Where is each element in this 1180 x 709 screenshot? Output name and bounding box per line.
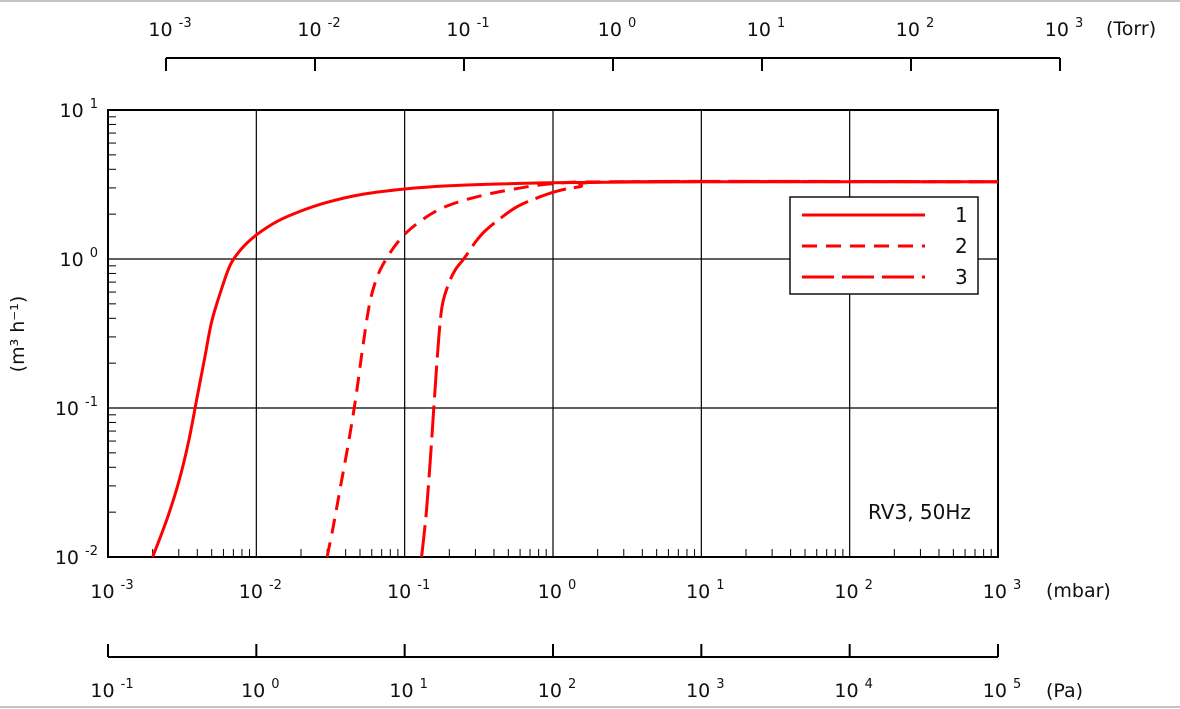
- y-tick-label: 10 1: [60, 97, 99, 122]
- x-tick-label: 10 -2: [239, 578, 282, 603]
- x-tick-label: 10 0: [538, 578, 577, 603]
- x-tick-label-exp: 2: [865, 578, 873, 593]
- top-axis-tick-label: 10 3: [1045, 16, 1084, 41]
- top-axis-unit: (Torr): [1106, 18, 1156, 40]
- bottom-axis-tick-label-exp: 4: [865, 677, 873, 692]
- top-axis-tick-label-base: 10: [896, 19, 926, 41]
- bottom-axis-tick-label-base: 10: [90, 680, 120, 702]
- top-axis-tick-label-exp: -1: [477, 16, 490, 31]
- y-tick-label: 10 -2: [55, 544, 98, 569]
- top-axis-tick-label-exp: 3: [1075, 16, 1083, 31]
- bottom-axis-tick-label: 10 -1: [90, 677, 133, 702]
- y-tick-label-base: 10: [55, 547, 85, 569]
- y-tick-label-exp: -2: [85, 544, 98, 559]
- model-annotation: RV3, 50Hz: [868, 500, 971, 524]
- x-tick-label-base: 10: [834, 581, 864, 603]
- top-axis-tick-label: 10 1: [747, 16, 786, 41]
- y-tick-label-base: 10: [55, 398, 85, 420]
- legend-label-2: 2: [955, 234, 968, 258]
- top-axis-tick-label: 10 0: [598, 16, 637, 41]
- top-axis-tick-label-exp: 1: [777, 16, 785, 31]
- bottom-axis-tick-label-base: 10: [983, 680, 1013, 702]
- bottom-axis-tick-label-exp: 1: [420, 677, 428, 692]
- pa-axis: 10 -1 10 0 10 1 10 2 10 3 10 4 10 5 (Pa): [90, 644, 1083, 702]
- x-tick-labels: 10 -3 10 -2 10 -1 10 0 10 1 10 2 10 3: [90, 578, 1021, 603]
- top-axis-tick-label-base: 10: [148, 19, 178, 41]
- bottom-axis-tick-label: 10 0: [241, 677, 280, 702]
- top-axis-tick-label-exp: 0: [628, 16, 636, 31]
- x-tick-label-base: 10: [90, 581, 120, 603]
- bottom-axis-tick-label-base: 10: [834, 680, 864, 702]
- y-tick-labels: 10 -210 -110 010 1: [55, 97, 98, 569]
- series-2-line: [325, 180, 999, 558]
- bottom-axis-tick-label-exp: 5: [1013, 677, 1021, 692]
- top-axis-tick-label: 10 -2: [297, 16, 340, 41]
- x-tick-label-exp: 3: [1013, 578, 1021, 593]
- bottom-axis-tick-label-base: 10: [686, 680, 716, 702]
- top-axis-tick-label-exp: 2: [926, 16, 934, 31]
- bottom-axis-unit: (Pa): [1046, 680, 1083, 702]
- x-tick-label-exp: -1: [417, 578, 430, 593]
- legend-label-3: 3: [955, 265, 968, 289]
- bottom-axis-tick-label-base: 10: [538, 680, 568, 702]
- bottom-axis-tick-label-exp: 0: [271, 677, 279, 692]
- x-tick-label-base: 10: [239, 581, 269, 603]
- x-tick-label-exp: -3: [121, 578, 134, 593]
- plot-frame: [107, 109, 999, 558]
- bottom-axis-tick-label: 10 2: [538, 677, 577, 702]
- y-tick-label-exp: -1: [85, 395, 98, 410]
- x-tick-label: 10 1: [686, 578, 725, 603]
- top-axis-tick-label: 10 2: [896, 16, 935, 41]
- bottom-axis-tick-label-exp: -1: [121, 677, 134, 692]
- legend-label-1: 1: [955, 203, 968, 227]
- top-axis-tick-label-base: 10: [1045, 19, 1075, 41]
- y-tick-label: 10 -1: [55, 395, 98, 420]
- torr-axis: 10 -3 10 -2 10 -1 10 0 10 1 10 2 10 3 (Torr): [148, 16, 1156, 71]
- top-axis-tick-label-exp: -3: [179, 16, 192, 31]
- y-tick-label-base: 10: [60, 249, 90, 271]
- top-axis-tick-label-base: 10: [297, 19, 327, 41]
- bottom-axis-tick-label-base: 10: [389, 680, 419, 702]
- x-unit-label: (mbar): [1046, 580, 1111, 602]
- top-axis-tick-label-exp: -2: [328, 16, 341, 31]
- x-tick-label: 10 2: [834, 578, 873, 603]
- x-tick-label: 10 -3: [90, 578, 133, 603]
- x-tick-label-base: 10: [983, 581, 1013, 603]
- bottom-axis-tick-label: 10 5: [983, 677, 1022, 702]
- x-tick-label: 10 3: [983, 578, 1022, 603]
- bottom-axis-tick-label-base: 10: [241, 680, 271, 702]
- y-tick-label-exp: 0: [90, 246, 98, 261]
- y-tick-label: 10 0: [60, 246, 99, 271]
- bottom-axis-tick-label: 10 4: [834, 677, 873, 702]
- y-tick-label-exp: 1: [90, 97, 98, 112]
- top-axis-tick-label-base: 10: [446, 19, 476, 41]
- x-tick-label-base: 10: [387, 581, 417, 603]
- x-tick-label-base: 10: [686, 581, 716, 603]
- bottom-axis-tick-label: 10 1: [389, 677, 428, 702]
- x-tick-label-exp: 1: [716, 578, 724, 593]
- bottom-axis-tick-label: 10 3: [686, 677, 725, 702]
- x-tick-label-exp: -2: [269, 578, 282, 593]
- series-3-line: [420, 179, 999, 558]
- series-group: [151, 179, 999, 558]
- top-axis-tick-label: 10 -3: [148, 16, 191, 41]
- legend: 1 2 3: [789, 196, 979, 295]
- x-tick-label: 10 -1: [387, 578, 430, 603]
- x-tick-label-exp: 0: [568, 578, 576, 593]
- top-axis-tick-label-base: 10: [747, 19, 777, 41]
- top-axis-tick-label-base: 10: [598, 19, 628, 41]
- bottom-axis-tick-label-exp: 3: [716, 677, 724, 692]
- y-axis-label: (m³ h⁻¹): [7, 296, 29, 373]
- x-tick-label-base: 10: [538, 581, 568, 603]
- top-axis-tick-label: 10 -1: [446, 16, 489, 41]
- bottom-axis-tick-label-exp: 2: [568, 677, 576, 692]
- y-tick-label-base: 10: [60, 100, 90, 122]
